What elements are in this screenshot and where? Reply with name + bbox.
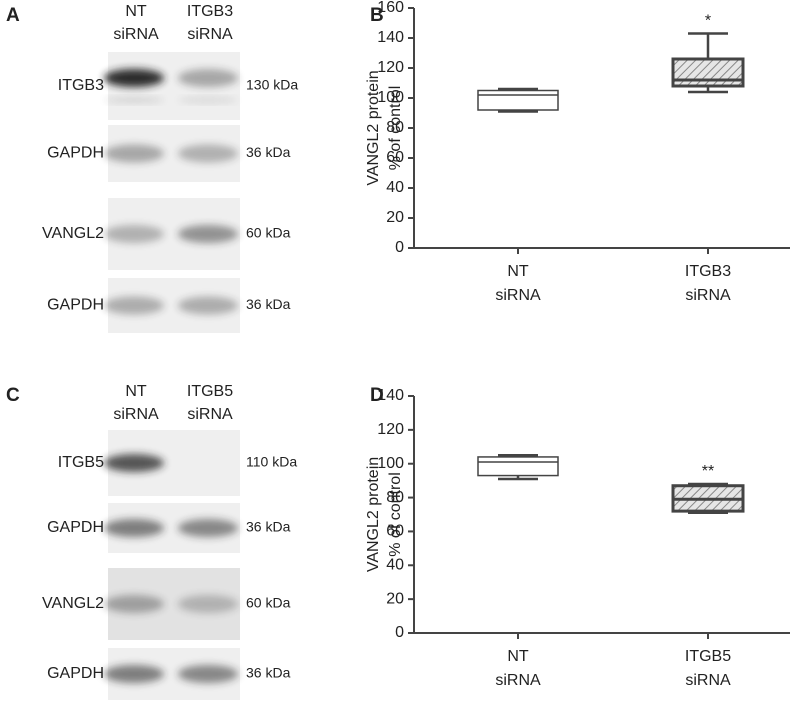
band (178, 144, 238, 163)
protein-label: ITGB5 (58, 454, 104, 471)
lane-label: siRNA (113, 26, 159, 43)
significance: * (705, 13, 711, 30)
y-tick-label: 0 (395, 239, 404, 256)
band (178, 97, 238, 103)
panel-label: A (6, 5, 20, 26)
protein-label: GAPDH (47, 665, 104, 682)
y-tick-label: 160 (377, 0, 404, 16)
x-tick-label: ITGB5 (685, 648, 731, 665)
x-tick-label: siRNA (495, 672, 541, 689)
panel-label: D (370, 385, 384, 406)
protein-label: ITGB3 (58, 77, 104, 94)
y-tick-label: 40 (386, 557, 404, 574)
y-tick-label: 140 (377, 387, 404, 404)
protein-label: GAPDH (47, 145, 104, 162)
size-label: 36 kDa (246, 144, 291, 160)
size-label: 36 kDa (246, 296, 291, 312)
y-tick-label: 120 (377, 59, 404, 76)
band (178, 595, 238, 613)
size-label: 36 kDa (246, 519, 291, 535)
x-tick-label: NT (507, 263, 529, 280)
lane-label: siRNA (187, 406, 233, 423)
y-tick-label: 40 (386, 179, 404, 196)
band (104, 144, 164, 163)
band (104, 595, 164, 613)
band (104, 665, 164, 683)
box (477, 89, 559, 111)
x-tick-label: NT (507, 648, 529, 665)
protein-label: GAPDH (47, 519, 104, 536)
size-label: 60 kDa (246, 595, 291, 611)
size-label: 110 kDa (246, 454, 297, 470)
size-label: 36 kDa (246, 665, 291, 681)
band (104, 519, 164, 537)
panel-label: C (6, 385, 20, 406)
lane-label: siRNA (187, 26, 233, 43)
y-tick-label: 80 (386, 489, 404, 506)
y-tick-label: 140 (377, 29, 404, 46)
y-axis-label: VANGL2 protein (365, 457, 382, 572)
band (178, 665, 238, 683)
x-tick-label: ITGB3 (685, 263, 731, 280)
protein-label: VANGL2 (42, 225, 104, 242)
band (104, 69, 164, 87)
y-tick-label: 0 (395, 624, 404, 641)
y-axis-label: % of control (387, 472, 404, 556)
box (671, 57, 745, 88)
size-label: 130 kDa (246, 77, 298, 93)
band (104, 97, 164, 103)
band (178, 225, 238, 243)
y-tick-label: 120 (377, 421, 404, 438)
y-tick-label: 80 (386, 119, 404, 136)
lane-label: ITGB3 (187, 3, 233, 20)
y-tick-label: 20 (386, 590, 404, 607)
lane-label: ITGB5 (187, 383, 233, 400)
x-tick-label: siRNA (685, 287, 731, 304)
protein-label: GAPDH (47, 297, 104, 314)
panel-label: B (370, 5, 384, 26)
band (104, 454, 164, 472)
lane-label: siRNA (113, 406, 159, 423)
y-tick-label: 20 (386, 209, 404, 226)
box (477, 456, 559, 477)
significance: ** (702, 463, 714, 480)
lane-label: NT (125, 383, 147, 400)
y-axis-label: % of control (387, 86, 404, 170)
band (178, 519, 238, 537)
x-tick-label: siRNA (685, 672, 731, 689)
band (104, 296, 164, 315)
y-tick-label: 60 (386, 523, 404, 540)
size-label: 60 kDa (246, 225, 291, 241)
y-tick-label: 60 (386, 149, 404, 166)
protein-label: VANGL2 (42, 595, 104, 612)
y-axis-label: VANGL2 protein (365, 70, 382, 185)
y-tick-label: 100 (377, 455, 404, 472)
lane-label: NT (125, 3, 147, 20)
y-tick-label: 100 (377, 89, 404, 106)
band (178, 69, 238, 87)
x-tick-label: siRNA (495, 287, 541, 304)
band (104, 225, 164, 243)
band (178, 296, 238, 315)
